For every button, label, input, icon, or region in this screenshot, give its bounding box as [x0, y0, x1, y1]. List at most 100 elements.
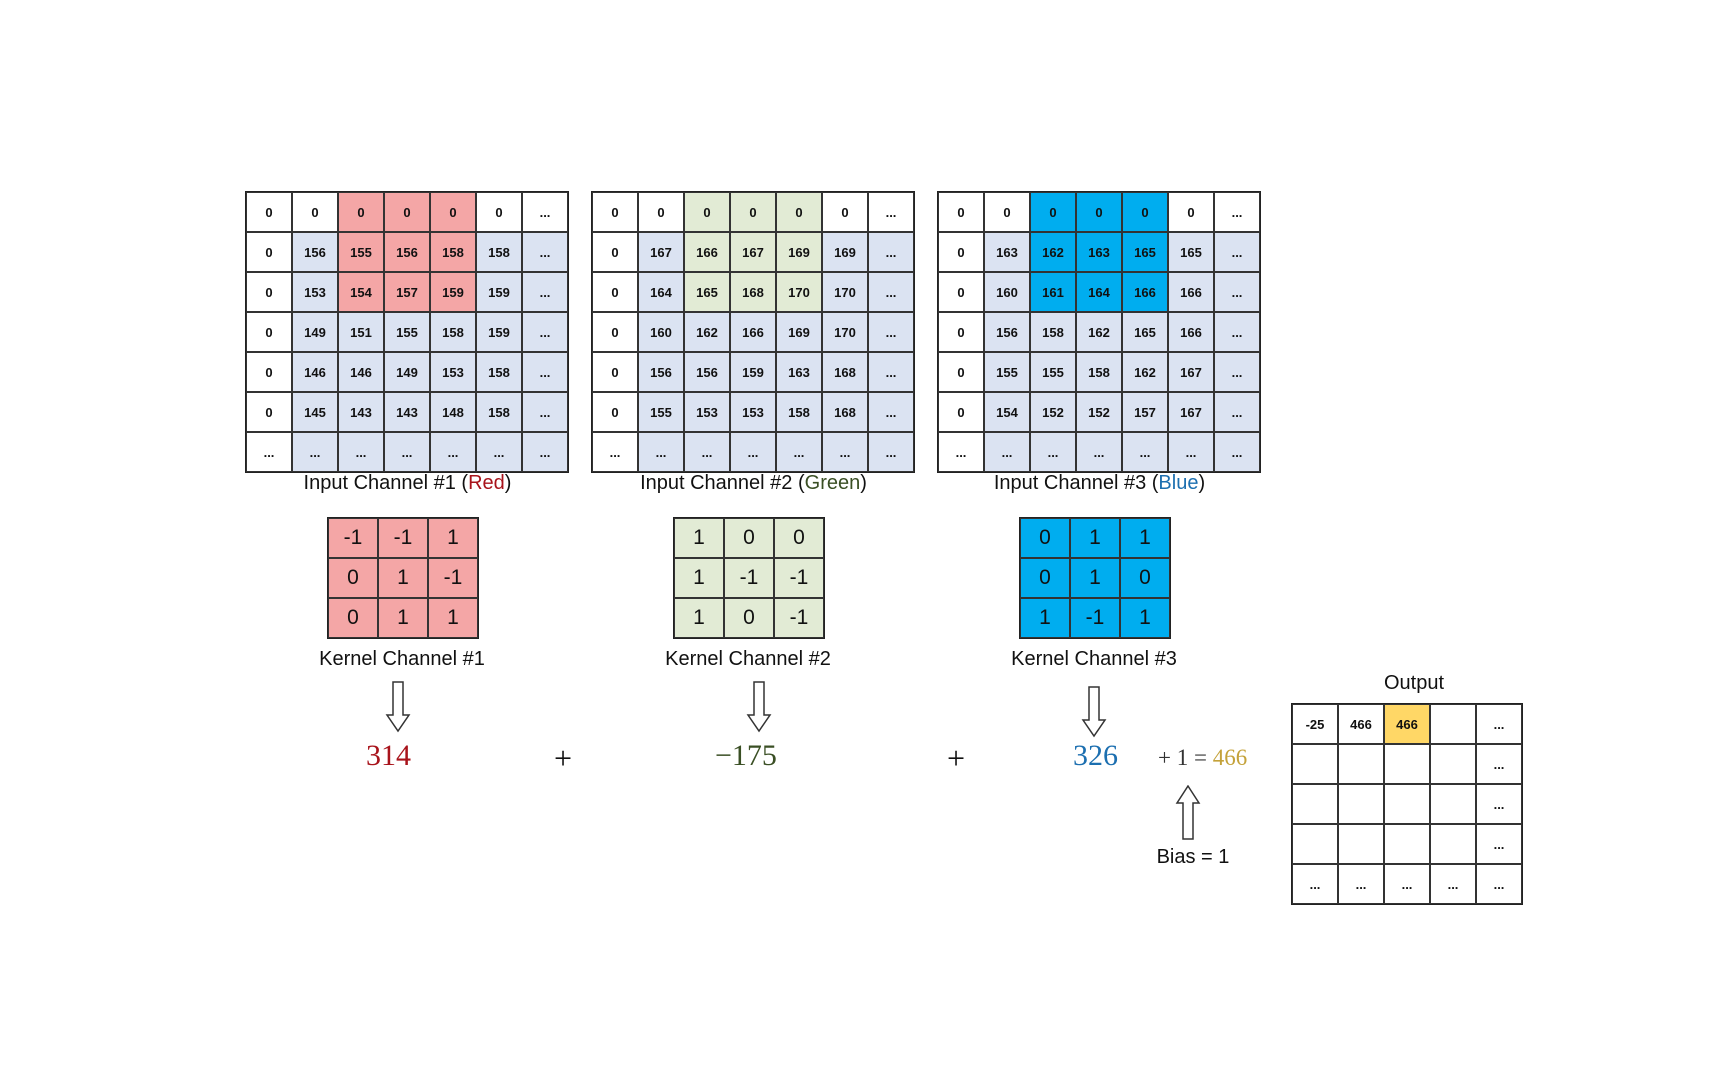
grid-cell: 169	[776, 232, 822, 272]
input-channel-3-grid: 0 0 0 0 0 0... 0 163 162 163 165 165... 0 160 161 164 16…	[937, 191, 1261, 473]
grid-cell: 145	[292, 392, 338, 432]
grid-cell: 159	[476, 272, 522, 312]
grid-cell: 162	[1076, 312, 1122, 352]
grid-cell: 166	[1122, 272, 1168, 312]
grid-cell: 0	[776, 192, 822, 232]
input-channel-3-label: Input Channel #3 (Blue)	[993, 472, 1206, 494]
kernel-cell: -1	[774, 558, 824, 598]
output-cell	[1338, 784, 1384, 824]
green-word: Green	[804, 472, 861, 494]
grid-cell: 166	[730, 312, 776, 352]
grid-cell: 148	[430, 392, 476, 432]
grid-cell: ...	[776, 432, 822, 472]
grid-cell: 164	[1076, 272, 1122, 312]
input-channel-2-label: Input Channel #2 (Green)	[640, 472, 867, 494]
grid-cell: ...	[522, 392, 568, 432]
grid-cell: ...	[638, 432, 684, 472]
grid-cell: 158	[476, 392, 522, 432]
output-cell	[1384, 824, 1430, 864]
kernel-channel-1-grid: -1 -1 1 0 1 -1 0 1 1	[327, 517, 479, 639]
grid-cell: 153	[730, 392, 776, 432]
grid-cell: 0	[938, 232, 984, 272]
grid-cell: 0	[246, 272, 292, 312]
grid-cell: 170	[822, 272, 868, 312]
kernel-cell: 0	[1020, 558, 1070, 598]
plus-sign: +	[947, 740, 966, 776]
grid-cell: 165	[684, 272, 730, 312]
kernel-cell: 1	[1120, 598, 1170, 638]
kernel-channel-3-label: Kernel Channel #3	[1011, 648, 1177, 670]
grid-cell: 152	[1076, 392, 1122, 432]
grid-cell: 0	[938, 392, 984, 432]
blue-word: Blue	[1158, 472, 1199, 494]
grid-cell: 155	[984, 352, 1030, 392]
output-cell: ...	[1430, 864, 1476, 904]
grid-cell: 152	[1030, 392, 1076, 432]
grid-cell: 0	[246, 312, 292, 352]
bias-label: Bias = 1	[1156, 846, 1230, 868]
grid-cell: 154	[984, 392, 1030, 432]
grid-cell: ...	[1214, 352, 1260, 392]
grid-cell: ...	[522, 232, 568, 272]
kernel-cell: 1	[428, 518, 478, 558]
grid-cell: ...	[984, 432, 1030, 472]
grid-cell: 0	[638, 192, 684, 232]
plus-sign: +	[554, 740, 573, 776]
grid-cell: ...	[522, 192, 568, 232]
output-cell: 466	[1384, 704, 1430, 744]
kernel-channel-2-label: Kernel Channel #2	[665, 648, 831, 670]
grid-cell: ...	[868, 272, 914, 312]
kernel-channel-3-grid: 0 1 1 0 1 0 1 -1 1	[1019, 517, 1171, 639]
grid-cell: 161	[1030, 272, 1076, 312]
grid-cell: 168	[730, 272, 776, 312]
grid-cell: 0	[592, 312, 638, 352]
kernel-cell: 0	[724, 598, 774, 638]
grid-cell: 157	[384, 272, 430, 312]
input-channel-1-grid: 0 0 0 0 0 0... 0 156 155 156 158 158... 0 153 154 157 15…	[245, 191, 569, 473]
grid-cell: 149	[384, 352, 430, 392]
grid-cell: 154	[338, 272, 384, 312]
grid-cell: 162	[1030, 232, 1076, 272]
grid-cell: 158	[476, 352, 522, 392]
grid-cell: 0	[938, 312, 984, 352]
kernel-cell: 1	[674, 598, 724, 638]
kernel-cell: 1	[428, 598, 478, 638]
grid-cell: 162	[1122, 352, 1168, 392]
kernel-cell: -1	[428, 558, 478, 598]
grid-cell: ...	[822, 432, 868, 472]
kernel-cell: 1	[674, 518, 724, 558]
grid-cell: 0	[730, 192, 776, 232]
grid-cell: 167	[1168, 392, 1214, 432]
output-cell: ...	[1476, 864, 1522, 904]
grid-cell: ...	[1214, 192, 1260, 232]
grid-cell: 0	[246, 192, 292, 232]
grid-cell: 0	[592, 272, 638, 312]
grid-cell: ...	[684, 432, 730, 472]
grid-cell: 0	[1030, 192, 1076, 232]
grid-cell: ...	[522, 352, 568, 392]
kernel-cell: 1	[378, 558, 428, 598]
output-cell	[1338, 744, 1384, 784]
grid-cell: 143	[338, 392, 384, 432]
grid-cell: ...	[1214, 232, 1260, 272]
grid-cell: 153	[430, 352, 476, 392]
kernel-cell: -1	[774, 598, 824, 638]
bias-equation: + 1 = 466	[1158, 745, 1247, 771]
output-cell	[1384, 784, 1430, 824]
grid-cell: ...	[1214, 312, 1260, 352]
grid-cell: 164	[638, 272, 684, 312]
grid-cell: 167	[730, 232, 776, 272]
grid-cell: 0	[292, 192, 338, 232]
grid-cell: ...	[246, 432, 292, 472]
kernel-cell: 1	[674, 558, 724, 598]
down-arrow-icon	[1081, 686, 1107, 738]
grid-cell: 0	[1122, 192, 1168, 232]
grid-cell: ...	[868, 432, 914, 472]
grid-cell: 143	[384, 392, 430, 432]
grid-cell: 0	[246, 392, 292, 432]
grid-cell: ...	[1076, 432, 1122, 472]
grid-cell: 151	[338, 312, 384, 352]
grid-cell: 0	[246, 352, 292, 392]
kernel-cell: 0	[1120, 558, 1170, 598]
output-cell: ...	[1476, 704, 1522, 744]
